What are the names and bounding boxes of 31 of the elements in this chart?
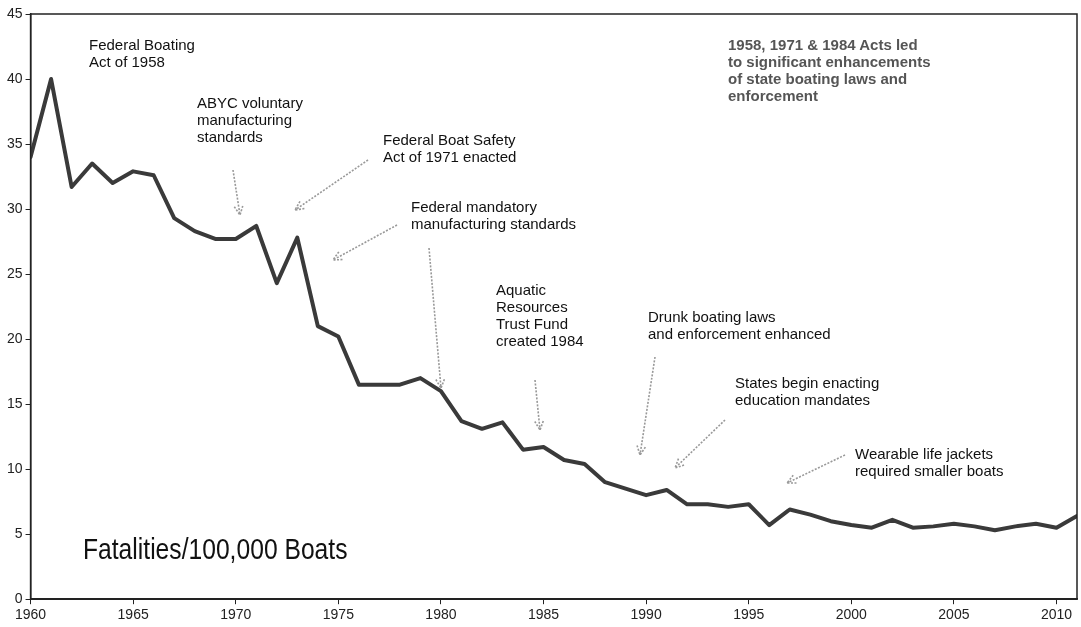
y-tick-label: 30 [6,199,23,216]
annotation: Federal mandatory manufacturing standards [411,198,577,232]
y-tick-label: 35 [6,134,23,151]
x-tick-label: 1985 [527,606,560,623]
y-tick-label: 5 [14,525,23,542]
annotation: States begin enacting education mandates [735,374,880,408]
annotation: Federal Boating Act of 1958 [89,36,195,70]
x-tick-label: 1970 [220,606,252,623]
x-tick-label: 2010 [1040,606,1073,623]
x-tick-label: 1980 [425,606,457,623]
annotation: Drunk boating laws and enforcement enhanced [648,308,831,342]
x-tick-label: 1960 [14,606,47,623]
x-tick-label: 1975 [322,606,355,623]
y-tick-label: 25 [6,264,23,281]
x-tick-label: 1965 [117,606,149,623]
x-tick-label: 2005 [938,606,970,623]
annotation: Federal Boat Safety Act of 1971 enacted [383,131,517,165]
y-tick-label: 45 [6,4,23,21]
y-tick-label: 0 [14,590,23,607]
annotation: Aquatic Resources Trust Fund created 1984 [496,281,584,349]
y-tick-label: 10 [6,460,23,477]
annotation: ABYC voluntary manufacturing standards [197,94,303,145]
x-tick-label: 1990 [630,606,662,623]
annotation: Wearable life jackets required smaller boats [855,445,1004,479]
x-tick-label: 1995 [733,606,765,623]
y-tick-label: 20 [6,329,23,346]
text: Fatalities/100,000 Boats [82,533,348,567]
annotation: 1958, 1971 & 1984 Acts led to significant enhancements of state boating laws and enforcement [728,36,931,104]
x-tick-label: 2000 [835,606,868,623]
y-tick-label: 15 [6,394,23,411]
y-tick-label: 40 [6,69,23,86]
